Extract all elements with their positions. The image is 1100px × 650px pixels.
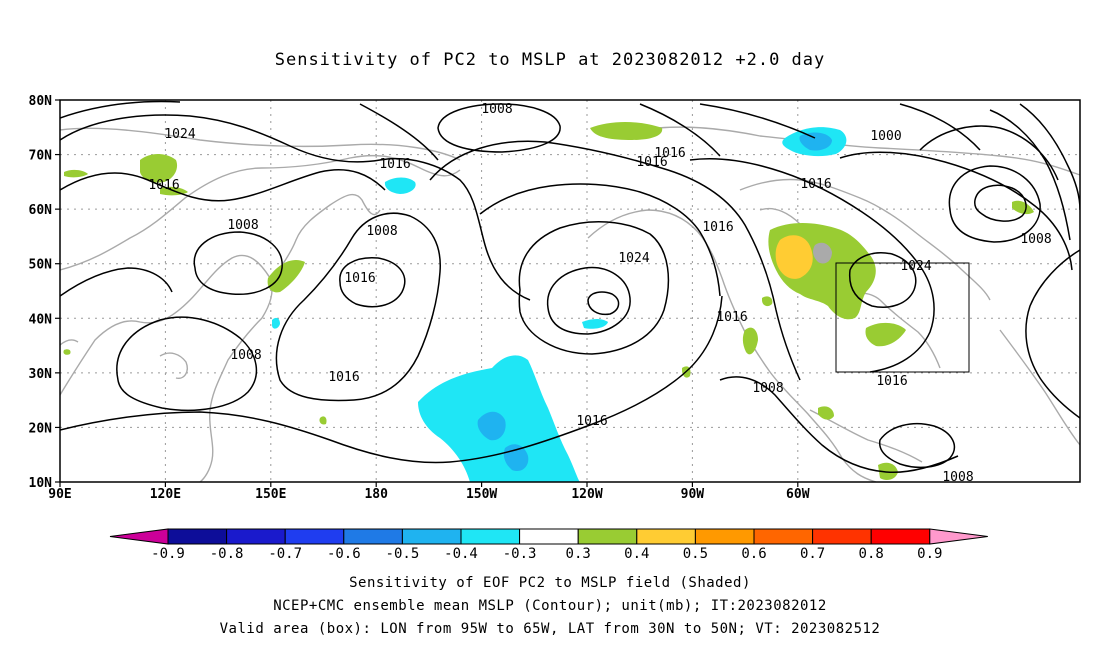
lon-label: 150E (255, 487, 286, 502)
contour-label: 1016 (876, 374, 907, 389)
contour-label: 1008 (481, 102, 512, 117)
colorbar-segment (812, 528, 872, 545)
lat-label: 50N (29, 258, 53, 273)
lon-label: 90W (681, 487, 705, 502)
map-title: Sensitivity of PC2 to MSLP at 2023082012… (274, 50, 826, 70)
colorbar: -0.9 -0.8 -0.7 -0.6 -0.5 -0.4 -0.3 0.3 0.4 0.5 0.6… (109, 528, 988, 562)
colorbar-label: 0.3 (566, 546, 591, 562)
colorbar-segment (694, 528, 755, 545)
caption-line-3: Valid area (box): LON from 95W to 65W, L… (219, 621, 881, 637)
colorbar-segment (753, 528, 814, 545)
colorbar-segment (284, 528, 345, 545)
contour-label: 1008 (366, 224, 397, 239)
lat-label: 20N (29, 421, 53, 436)
colorbar-segment (401, 528, 462, 545)
colorbar-label: 0.6 (741, 546, 766, 562)
contour-label: 1016 (716, 310, 747, 325)
colorbar-segment (460, 528, 521, 545)
colorbar-segment (519, 528, 579, 545)
sensitivity-shading (63, 122, 1034, 482)
contour-label: 1016 (800, 177, 831, 192)
contour-label: 1016 (576, 414, 607, 429)
contour-label: 1008 (1020, 232, 1051, 247)
coastlines (60, 126, 1080, 482)
contour-label: 1024 (900, 259, 931, 274)
lat-label: 30N (29, 367, 53, 382)
colorbar-label: 0.5 (683, 546, 708, 562)
lat-label: 70N (29, 149, 53, 164)
colorbar-label: 0.7 (800, 546, 825, 562)
colorbar-segment (167, 528, 228, 545)
colorbar-segment (226, 528, 286, 545)
contour-label: 1016 (636, 155, 667, 170)
colorbar-segment (636, 528, 696, 545)
colorbar-label: 0.8 (859, 546, 884, 562)
colorbar-label: -0.5 (386, 546, 420, 562)
colorbar-label: -0.7 (268, 546, 302, 562)
contour-label: 1016 (379, 157, 410, 172)
colorbar-segment (870, 528, 931, 545)
colorbar-label: -0.3 (503, 546, 537, 562)
colorbar-arrow-right (929, 528, 988, 545)
contour-label: 1016 (328, 370, 359, 385)
colorbar-label: 0.4 (624, 546, 649, 562)
colorbar-label: -0.6 (327, 546, 361, 562)
colorbar-segment (343, 528, 403, 545)
lat-lon-grid (60, 100, 1080, 482)
lon-label: 150W (466, 487, 497, 502)
lat-label: 40N (29, 312, 53, 327)
colorbar-label: 0.9 (917, 546, 942, 562)
contour-label: 1024 (164, 127, 195, 142)
colorbar-segment (577, 528, 638, 545)
contour-label: 1016 (344, 271, 375, 286)
contour-label: 1008 (752, 381, 783, 396)
lon-label: 120E (150, 487, 181, 502)
map-panel (60, 100, 1080, 482)
lon-label: 120W (571, 487, 602, 502)
contour-label: 1008 (230, 348, 261, 363)
colorbar-arrow-left (109, 528, 169, 545)
caption-line-1: Sensitivity of EOF PC2 to MSLP field (Sh… (349, 575, 751, 591)
contour-label: 1008 (227, 218, 258, 233)
lon-label: 90E (48, 487, 71, 502)
map-frame (59, 99, 1081, 483)
caption-line-2: NCEP+CMC ensemble mean MSLP (Contour); u… (273, 598, 827, 614)
lat-label: 60N (29, 203, 53, 218)
contour-label: 1016 (148, 178, 179, 193)
colorbar-label: -0.8 (210, 546, 244, 562)
lat-label: 10N (29, 476, 53, 491)
contour-label: 1016 (654, 146, 685, 161)
lat-label: 80N (29, 94, 53, 109)
colorbar-label: -0.9 (151, 546, 185, 562)
mslp-contours (60, 100, 1080, 474)
contour-label: 1000 (870, 129, 901, 144)
colorbar-label: -0.4 (444, 546, 478, 562)
lon-label: 180 (364, 487, 388, 502)
contour-label: 1016 (702, 220, 733, 235)
valid-area-box (835, 262, 970, 373)
contour-label: 1024 (618, 251, 649, 266)
lon-label: 60W (786, 487, 810, 502)
